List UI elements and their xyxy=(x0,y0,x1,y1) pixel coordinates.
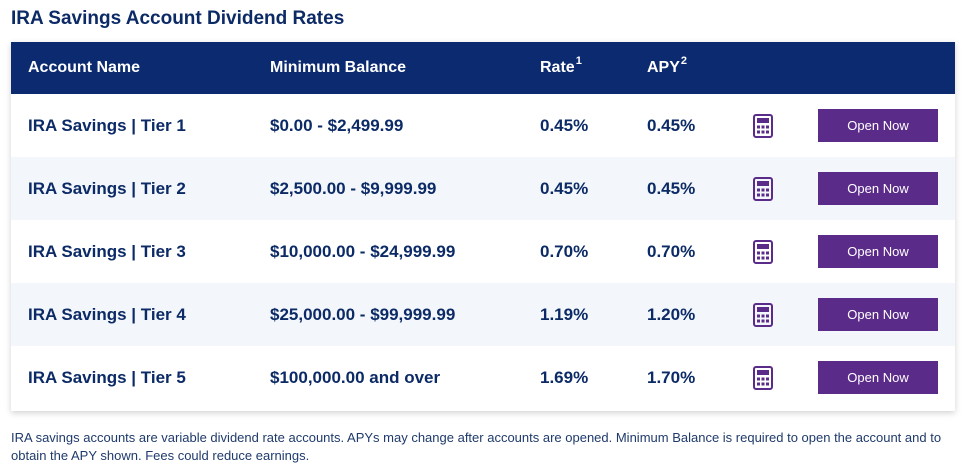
calculator-icon[interactable] xyxy=(753,303,773,327)
minimum-balance: $0.00 - $2,499.99 xyxy=(270,116,404,135)
apy-value: 0.45% xyxy=(647,116,696,135)
calculator-icon[interactable] xyxy=(753,240,773,264)
apy-value: 0.70% xyxy=(647,242,696,261)
account-name: IRA Savings | Tier 5 xyxy=(28,368,186,387)
minimum-balance: $100,000.00 and over xyxy=(270,368,441,387)
calculator-icon[interactable] xyxy=(753,177,773,201)
account-name: IRA Savings | Tier 2 xyxy=(28,179,186,198)
table-row: IRA Savings | Tier 5 $100,000.00 and ove… xyxy=(11,346,955,409)
header-rate-footnote-ref: 1 xyxy=(575,55,582,67)
rates-table: Account Name Minimum Balance Rate1 APY2 … xyxy=(11,42,955,411)
apy-value: 0.45% xyxy=(647,179,696,198)
open-now-button[interactable]: Open Now xyxy=(818,172,938,205)
minimum-balance: $25,000.00 - $99,999.99 xyxy=(270,305,456,324)
apy-value: 1.70% xyxy=(647,368,696,387)
header-rate-label: Rate xyxy=(540,59,575,76)
rate-value: 0.45% xyxy=(540,179,589,198)
table-row: IRA Savings | Tier 2 $2,500.00 - $9,999.… xyxy=(11,157,955,220)
account-name: IRA Savings | Tier 1 xyxy=(28,116,186,135)
minimum-balance: $10,000.00 - $24,999.99 xyxy=(270,242,456,261)
open-now-button[interactable]: Open Now xyxy=(818,109,938,142)
header-apy-label: APY xyxy=(647,59,680,76)
minimum-balance: $2,500.00 - $9,999.99 xyxy=(270,179,437,198)
header-rate: Rate1 xyxy=(540,55,582,77)
rate-value: 0.45% xyxy=(540,116,589,135)
header-account-name: Account Name xyxy=(28,59,141,76)
rate-value: 0.70% xyxy=(540,242,589,261)
header-minimum-balance: Minimum Balance xyxy=(270,59,407,76)
account-name: IRA Savings | Tier 3 xyxy=(28,242,186,261)
table-row: IRA Savings | Tier 4 $25,000.00 - $99,99… xyxy=(11,283,955,346)
calculator-icon[interactable] xyxy=(753,366,773,390)
open-now-button[interactable]: Open Now xyxy=(818,298,938,331)
calculator-icon[interactable] xyxy=(753,114,773,138)
account-name: IRA Savings | Tier 4 xyxy=(28,305,186,324)
rate-value: 1.19% xyxy=(540,305,589,324)
header-apy: APY2 xyxy=(647,55,687,77)
open-now-button[interactable]: Open Now xyxy=(818,361,938,394)
open-now-button[interactable]: Open Now xyxy=(818,235,938,268)
disclosure-footnote: IRA savings accounts are variable divide… xyxy=(11,430,942,463)
apy-value: 1.20% xyxy=(647,305,696,324)
table-row: IRA Savings | Tier 1 $0.00 - $2,499.99 0… xyxy=(11,94,955,157)
header-apy-footnote-ref: 2 xyxy=(680,55,688,67)
table-row: IRA Savings | Tier 3 $10,000.00 - $24,99… xyxy=(11,220,955,283)
table-header: Account Name Minimum Balance Rate1 APY2 xyxy=(11,42,955,94)
page-title: IRA Savings Account Dividend Rates xyxy=(11,8,345,29)
rate-value: 1.69% xyxy=(540,368,589,387)
